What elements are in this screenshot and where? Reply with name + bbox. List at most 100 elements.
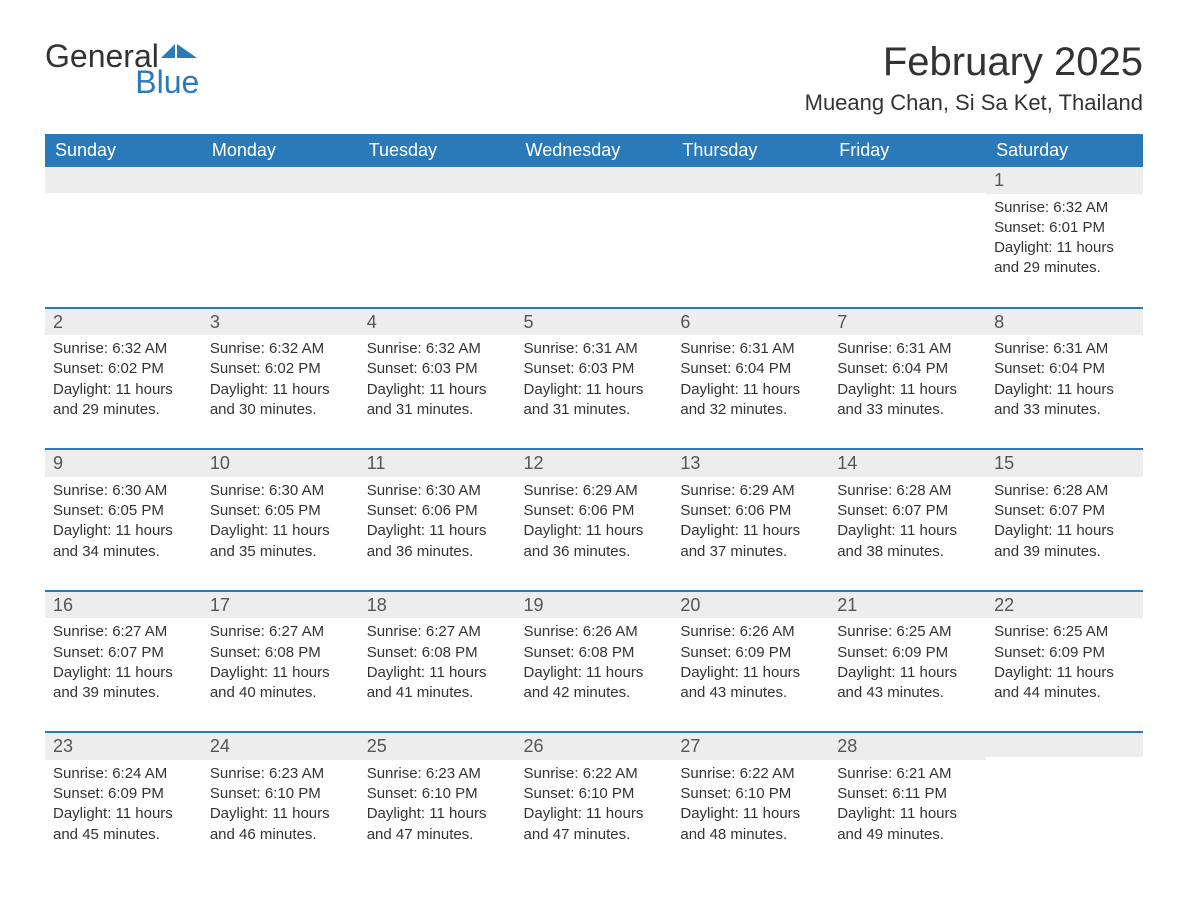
sunrise-text: Sunrise: 6:29 AM — [680, 481, 821, 501]
day-details: Sunrise: 6:28 AMSunset: 6:07 PMDaylight:… — [829, 477, 986, 590]
calendar-day-cell: 21Sunrise: 6:25 AMSunset: 6:09 PMDayligh… — [829, 590, 986, 732]
sunrise-text: Sunrise: 6:29 AM — [524, 481, 665, 501]
sunset-text: Sunset: 6:10 PM — [210, 784, 351, 804]
day-details: Sunrise: 6:30 AMSunset: 6:05 PMDaylight:… — [45, 477, 202, 590]
sunset-text: Sunset: 6:06 PM — [680, 501, 821, 521]
sunset-text: Sunset: 6:04 PM — [837, 359, 978, 379]
sunrise-text: Sunrise: 6:28 AM — [994, 481, 1135, 501]
empty-day-body — [829, 193, 986, 245]
sunset-text: Sunset: 6:02 PM — [210, 359, 351, 379]
daylight-text: Daylight: 11 hours and 36 minutes. — [367, 521, 508, 562]
sunset-text: Sunset: 6:08 PM — [367, 643, 508, 663]
daylight-text: Daylight: 11 hours and 33 minutes. — [837, 380, 978, 421]
calendar-day-cell: 7Sunrise: 6:31 AMSunset: 6:04 PMDaylight… — [829, 307, 986, 449]
sunset-text: Sunset: 6:05 PM — [210, 501, 351, 521]
weekday-header-row: SundayMondayTuesdayWednesdayThursdayFrid… — [45, 134, 1143, 167]
weekday-header: Friday — [829, 134, 986, 167]
weekday-header: Sunday — [45, 134, 202, 167]
calendar-day-cell: 26Sunrise: 6:22 AMSunset: 6:10 PMDayligh… — [516, 731, 673, 873]
sunset-text: Sunset: 6:07 PM — [994, 501, 1135, 521]
daylight-text: Daylight: 11 hours and 31 minutes. — [524, 380, 665, 421]
daylight-text: Daylight: 11 hours and 29 minutes. — [53, 380, 194, 421]
calendar-day-cell: 13Sunrise: 6:29 AMSunset: 6:06 PMDayligh… — [672, 448, 829, 590]
day-number: 22 — [986, 590, 1143, 619]
day-details: Sunrise: 6:26 AMSunset: 6:09 PMDaylight:… — [672, 618, 829, 731]
day-details: Sunrise: 6:30 AMSunset: 6:06 PMDaylight:… — [359, 477, 516, 590]
daylight-text: Daylight: 11 hours and 47 minutes. — [524, 804, 665, 845]
empty-day-body — [359, 193, 516, 245]
day-details: Sunrise: 6:23 AMSunset: 6:10 PMDaylight:… — [359, 760, 516, 873]
day-number: 20 — [672, 590, 829, 619]
day-number: 14 — [829, 448, 986, 477]
day-details: Sunrise: 6:22 AMSunset: 6:10 PMDaylight:… — [672, 760, 829, 873]
day-number: 23 — [45, 731, 202, 760]
empty-day-body — [202, 193, 359, 245]
daylight-text: Daylight: 11 hours and 39 minutes. — [994, 521, 1135, 562]
day-number: 1 — [986, 167, 1143, 194]
day-details: Sunrise: 6:31 AMSunset: 6:04 PMDaylight:… — [672, 335, 829, 448]
sunrise-text: Sunrise: 6:22 AM — [524, 764, 665, 784]
sunset-text: Sunset: 6:08 PM — [210, 643, 351, 663]
sunset-text: Sunset: 6:10 PM — [524, 784, 665, 804]
sunset-text: Sunset: 6:03 PM — [524, 359, 665, 379]
day-number: 25 — [359, 731, 516, 760]
day-number: 3 — [202, 307, 359, 336]
calendar-empty-cell — [516, 167, 673, 307]
day-details: Sunrise: 6:32 AMSunset: 6:03 PMDaylight:… — [359, 335, 516, 448]
day-details: Sunrise: 6:24 AMSunset: 6:09 PMDaylight:… — [45, 760, 202, 873]
day-number: 11 — [359, 448, 516, 477]
sunset-text: Sunset: 6:08 PM — [524, 643, 665, 663]
day-number: 17 — [202, 590, 359, 619]
day-number: 13 — [672, 448, 829, 477]
calendar-empty-cell — [829, 167, 986, 307]
calendar-day-cell: 10Sunrise: 6:30 AMSunset: 6:05 PMDayligh… — [202, 448, 359, 590]
day-details: Sunrise: 6:21 AMSunset: 6:11 PMDaylight:… — [829, 760, 986, 873]
calendar-day-cell: 24Sunrise: 6:23 AMSunset: 6:10 PMDayligh… — [202, 731, 359, 873]
day-number: 2 — [45, 307, 202, 336]
day-number: 9 — [45, 448, 202, 477]
sunset-text: Sunset: 6:07 PM — [837, 501, 978, 521]
daylight-text: Daylight: 11 hours and 41 minutes. — [367, 663, 508, 704]
logo-flag-icon — [161, 40, 199, 60]
month-title: February 2025 — [805, 40, 1143, 84]
daylight-text: Daylight: 11 hours and 49 minutes. — [837, 804, 978, 845]
daylight-text: Daylight: 11 hours and 35 minutes. — [210, 521, 351, 562]
day-details: Sunrise: 6:28 AMSunset: 6:07 PMDaylight:… — [986, 477, 1143, 590]
sunrise-text: Sunrise: 6:25 AM — [994, 622, 1135, 642]
calendar-day-cell: 5Sunrise: 6:31 AMSunset: 6:03 PMDaylight… — [516, 307, 673, 449]
sunset-text: Sunset: 6:06 PM — [367, 501, 508, 521]
sunrise-text: Sunrise: 6:26 AM — [524, 622, 665, 642]
sunrise-text: Sunrise: 6:27 AM — [53, 622, 194, 642]
day-details: Sunrise: 6:31 AMSunset: 6:04 PMDaylight:… — [829, 335, 986, 448]
sunrise-text: Sunrise: 6:27 AM — [367, 622, 508, 642]
calendar-table: SundayMondayTuesdayWednesdayThursdayFrid… — [45, 134, 1143, 873]
calendar-empty-cell — [45, 167, 202, 307]
sunrise-text: Sunrise: 6:30 AM — [367, 481, 508, 501]
sunrise-text: Sunrise: 6:25 AM — [837, 622, 978, 642]
day-number: 16 — [45, 590, 202, 619]
calendar-day-cell: 28Sunrise: 6:21 AMSunset: 6:11 PMDayligh… — [829, 731, 986, 873]
day-number: 7 — [829, 307, 986, 336]
calendar-day-cell: 6Sunrise: 6:31 AMSunset: 6:04 PMDaylight… — [672, 307, 829, 449]
sunrise-text: Sunrise: 6:31 AM — [680, 339, 821, 359]
logo-text-part2: Blue — [135, 64, 199, 100]
day-details: Sunrise: 6:26 AMSunset: 6:08 PMDaylight:… — [516, 618, 673, 731]
sunrise-text: Sunrise: 6:31 AM — [994, 339, 1135, 359]
sunset-text: Sunset: 6:11 PM — [837, 784, 978, 804]
day-number: 24 — [202, 731, 359, 760]
sunset-text: Sunset: 6:02 PM — [53, 359, 194, 379]
daylight-text: Daylight: 11 hours and 32 minutes. — [680, 380, 821, 421]
calendar-day-cell: 14Sunrise: 6:28 AMSunset: 6:07 PMDayligh… — [829, 448, 986, 590]
calendar-day-cell: 9Sunrise: 6:30 AMSunset: 6:05 PMDaylight… — [45, 448, 202, 590]
empty-day-band — [516, 167, 673, 193]
sunset-text: Sunset: 6:05 PM — [53, 501, 194, 521]
empty-day-body — [986, 757, 1143, 809]
weekday-header: Monday — [202, 134, 359, 167]
calendar-empty-cell — [359, 167, 516, 307]
sunrise-text: Sunrise: 6:32 AM — [367, 339, 508, 359]
daylight-text: Daylight: 11 hours and 34 minutes. — [53, 521, 194, 562]
day-details: Sunrise: 6:27 AMSunset: 6:07 PMDaylight:… — [45, 618, 202, 731]
daylight-text: Daylight: 11 hours and 43 minutes. — [680, 663, 821, 704]
calendar-empty-cell — [986, 731, 1143, 873]
daylight-text: Daylight: 11 hours and 45 minutes. — [53, 804, 194, 845]
